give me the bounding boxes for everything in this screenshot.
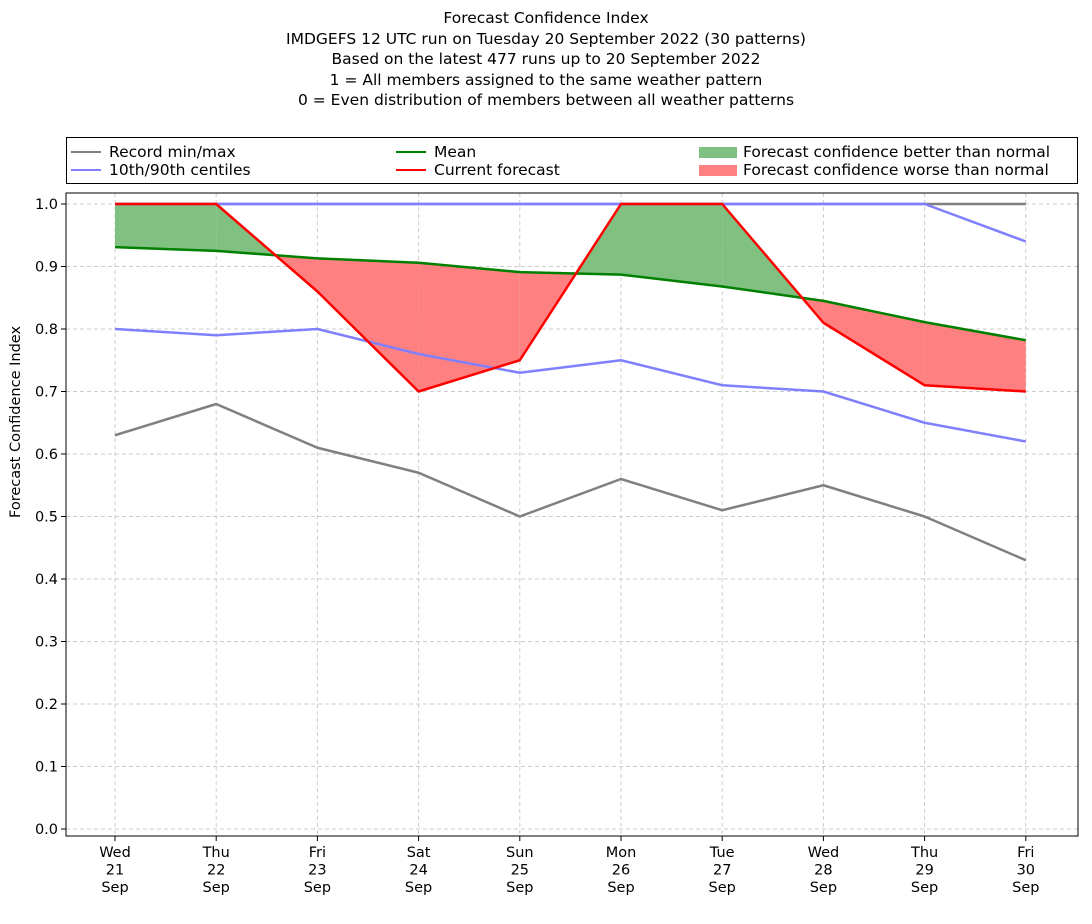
x-tick-label: 30: [1017, 863, 1035, 879]
x-tick-label: Sep: [607, 880, 634, 896]
legend-better: Forecast confidence better than normal: [699, 143, 1050, 161]
x-tick-label: Sat: [407, 845, 431, 861]
plot-frame: [65, 192, 1079, 837]
y-tick-label: 0.7: [35, 385, 58, 401]
x-tick-label: Sep: [101, 880, 128, 896]
x-tick-label: 23: [308, 863, 326, 879]
x-tick-label: Tue: [709, 845, 735, 861]
worse-than-normal-area: [924, 322, 1026, 392]
legend-centiles-swatch: [71, 169, 101, 171]
x-tick-label: Sep: [203, 880, 230, 896]
record-min-line: [114, 402, 1027, 562]
y-tick-label: 1.0: [35, 197, 58, 213]
y-tick-label: 0.5: [35, 510, 58, 526]
current-forecast-line: [115, 202, 1026, 393]
y-tick-label: 0.6: [35, 447, 58, 463]
x-tick-label: 27: [713, 863, 731, 879]
y-tick-label: 0.1: [35, 760, 58, 776]
legend-better-swatch: [699, 146, 737, 158]
x-tick-label: 21: [106, 863, 124, 879]
p10-centile-line: [114, 327, 1027, 443]
legend-worse-label: Forecast confidence worse than normal: [743, 161, 1049, 179]
worse-than-normal-area: [823, 300, 925, 386]
x-tick-label: 29: [915, 863, 933, 879]
x-tick-label: Sep: [911, 880, 938, 896]
legend-mean-swatch: [396, 151, 426, 153]
worse-than-normal-area: [418, 262, 520, 392]
y-axis-label: Forecast Confidence Index: [8, 325, 24, 518]
worse-than-normal-area: [317, 258, 419, 392]
chart-title: Forecast Confidence Index IMDGEFS 12 UTC…: [0, 8, 1092, 111]
legend-centiles: 10th/90th centiles: [71, 161, 251, 179]
x-tick-label: Sep: [304, 880, 331, 896]
mean-line: [114, 245, 1027, 342]
x-tick-label: Wed: [99, 845, 131, 861]
legend-record-label: Record min/max: [109, 143, 236, 161]
x-tick-label: Thu: [910, 845, 938, 861]
legend-mean: Mean: [396, 143, 476, 161]
x-tick-label: 25: [511, 863, 529, 879]
y-tick-label: 0.3: [35, 635, 58, 651]
y-tick-label: 0.4: [35, 572, 58, 588]
x-tick-label: Sun: [506, 845, 534, 861]
x-tick-label: Fri: [309, 845, 326, 861]
chart-legend: Record min/max 10th/90th centiles Mean C…: [66, 137, 1078, 184]
y-tick-label: 0.9: [35, 260, 58, 276]
legend-better-label: Forecast confidence better than normal: [743, 143, 1051, 161]
x-tick-label: 24: [409, 863, 427, 879]
legend-record-swatch: [71, 151, 101, 153]
legend-record: Record min/max: [71, 143, 236, 161]
y-tick-label: 0.8: [35, 322, 58, 338]
y-axis-label-wrap: Forecast Confidence Index: [8, 326, 24, 518]
title-line-4: 1 = All members assigned to the same wea…: [329, 70, 763, 89]
legend-current: Current forecast: [396, 161, 560, 179]
title-line-2: IMDGEFS 12 UTC run on Tuesday 20 Septemb…: [286, 29, 806, 48]
y-tick-label: 0.0: [35, 822, 58, 838]
legend-current-label: Current forecast: [434, 161, 560, 179]
title-line-5: 0 = Even distribution of members between…: [297, 91, 795, 109]
x-tick-label: Mon: [606, 845, 637, 861]
legend-worse-swatch: [699, 164, 737, 176]
legend-centiles-label: 10th/90th centiles: [109, 161, 251, 179]
x-tick-label: Sep: [709, 880, 736, 896]
x-tick-label: Fri: [1017, 845, 1034, 861]
x-tick-label: Sep: [1012, 880, 1039, 896]
title-line-3: Based on the latest 477 runs up to 20 Se…: [331, 50, 761, 68]
x-tick-label: Wed: [808, 845, 840, 861]
x-tick-label: Thu: [202, 845, 230, 861]
better-than-normal-area: [621, 204, 723, 287]
legend-mean-label: Mean: [434, 143, 477, 161]
x-tick-label: 26: [612, 863, 630, 879]
legend-worse: Forecast confidence worse than normal: [699, 161, 1049, 179]
y-tick-label: 0.2: [35, 697, 58, 713]
x-tick-label: 22: [207, 863, 225, 879]
better-than-normal-area: [115, 204, 217, 251]
x-tick-label: 28: [814, 863, 832, 879]
title-line-1: Forecast Confidence Index: [443, 9, 649, 27]
x-tick-label: Sep: [810, 880, 837, 896]
x-tick-label: Sep: [506, 880, 533, 896]
p90-centile-line: [115, 202, 1027, 243]
x-tick-label: Sep: [405, 880, 432, 896]
legend-current-swatch: [396, 169, 426, 171]
